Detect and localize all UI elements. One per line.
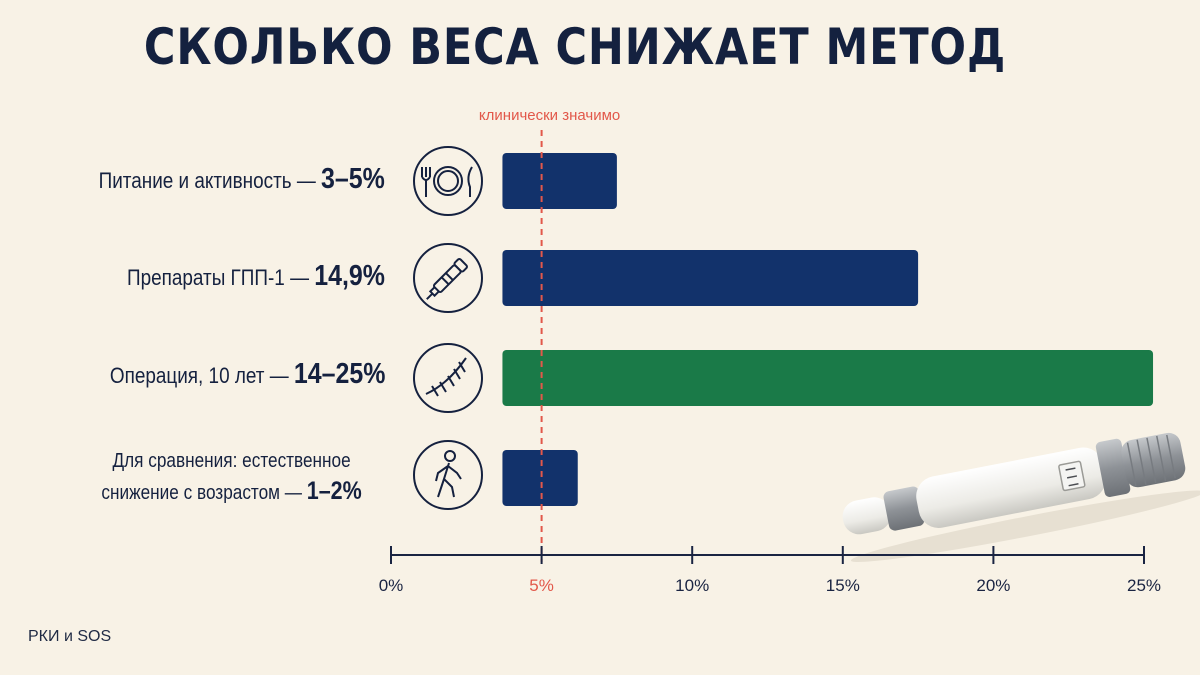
x-tick-label: 5% <box>529 576 554 595</box>
walking-person-icon <box>413 440 483 510</box>
icon-circle <box>413 146 483 216</box>
page-title: СКОЛЬКО ВЕСА СНИЖАЕТ МЕТОД <box>143 18 1007 76</box>
row-label-diet: Питание и активность — 3–5% <box>99 163 385 196</box>
row-label-glp1: Препараты ГПП-1 — 14,9% <box>127 260 385 293</box>
x-tick-label: 15% <box>826 576 860 595</box>
x-tick-label: 10% <box>675 576 709 595</box>
bars-layer <box>502 153 1154 506</box>
row-label-line1: Для сравнения: естественное <box>112 450 351 472</box>
reference-line-label: клинически значимо <box>479 107 620 124</box>
x-axis-ticks: 0% 5% 10% 15% 20% 25% <box>379 546 1161 595</box>
fork-plate-knife-icon <box>413 146 483 216</box>
x-tick-label: 0% <box>379 576 404 595</box>
injection-pen-illustration <box>842 432 1200 562</box>
bar-4 <box>502 450 578 506</box>
x-tick-label: 25% <box>1127 576 1161 595</box>
row-label-surgery: Операция, 10 лет — 14–25% <box>109 358 385 391</box>
row-label-text: Операция, 10 лет — <box>109 363 294 388</box>
icons-layer <box>413 146 483 510</box>
row-label-value: 14–25% <box>293 358 385 390</box>
row-label-text: Питание и активность — <box>98 168 322 193</box>
row-label-value: 14,9% <box>314 260 385 292</box>
bar-2 <box>502 250 919 306</box>
row-label-value: 1–2% <box>307 477 362 505</box>
source-note: РКИ и SOS <box>28 628 112 645</box>
row-label-value: 3–5% <box>321 163 385 195</box>
row-label-age: Для сравнения: естественное снижение с в… <box>102 446 362 508</box>
x-tick-label: 20% <box>976 576 1010 595</box>
row-label-text: Препараты ГПП-1 — <box>127 265 315 290</box>
bar-3 <box>502 350 1154 406</box>
surgical-scar-icon <box>413 343 483 413</box>
row-label-text: снижение с возрастом — <box>101 482 308 504</box>
injection-pen-icon <box>413 243 483 313</box>
bar-1 <box>502 153 617 209</box>
